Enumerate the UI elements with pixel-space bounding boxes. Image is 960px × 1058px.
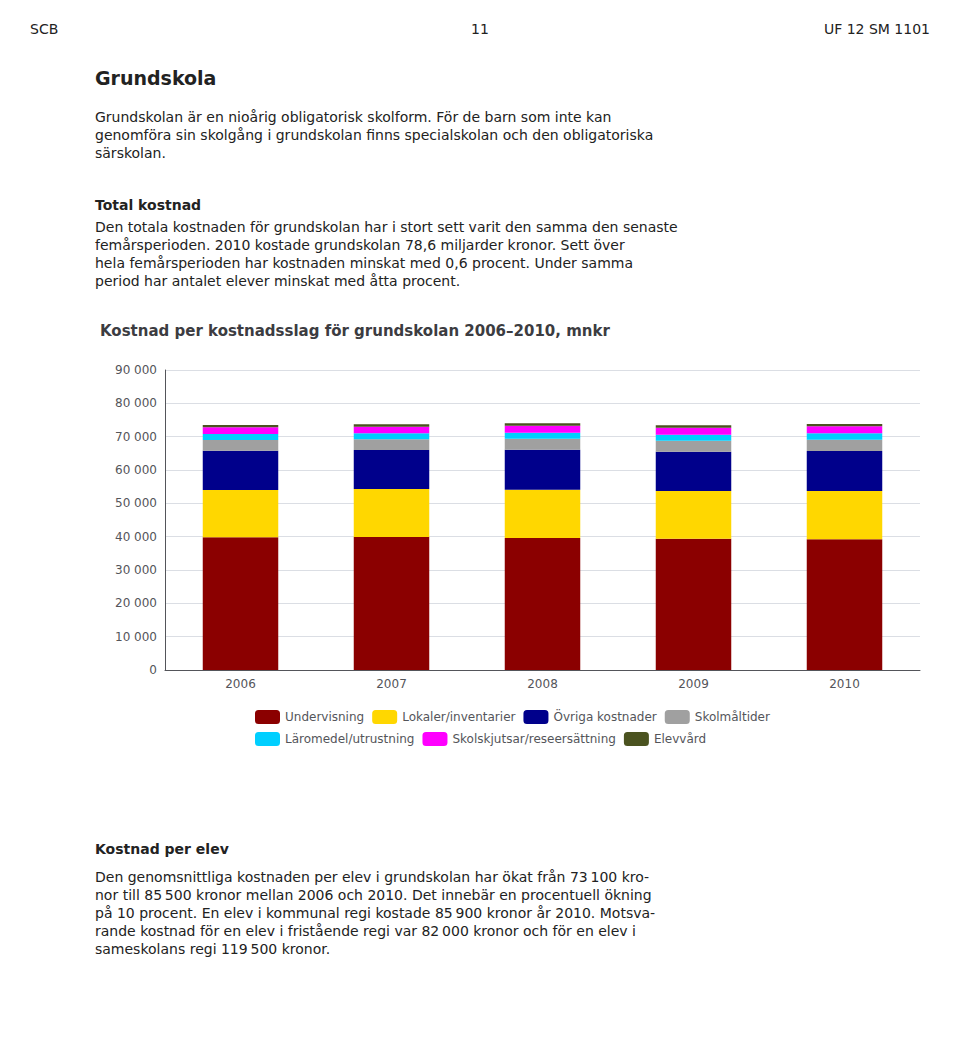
- svg-text:40 000: 40 000: [115, 530, 157, 544]
- svg-text:Läromedel/utrustning: Läromedel/utrustning: [285, 732, 414, 746]
- svg-text:11: 11: [471, 21, 489, 37]
- svg-text:period har antalet elever mins: period har antalet elever minskat med åt…: [95, 273, 460, 289]
- svg-text:Lokaler/inventarier: Lokaler/inventarier: [402, 710, 515, 724]
- svg-text:2007: 2007: [376, 677, 407, 691]
- svg-text:hela femårsperioden har kostna: hela femårsperioden har kostnaden minska…: [95, 255, 633, 271]
- svg-text:Skolskjutsar/reseersättning: Skolskjutsar/reseersättning: [452, 732, 615, 746]
- svg-text:Den totala kostnaden för grund: Den totala kostnaden för grundskolan har…: [95, 219, 678, 235]
- svg-text:Kostnad per elev: Kostnad per elev: [95, 841, 229, 857]
- svg-text:70 000: 70 000: [115, 430, 157, 444]
- svg-text:Grundskola: Grundskola: [95, 67, 216, 89]
- svg-text:50 000: 50 000: [115, 496, 157, 510]
- svg-text:2010: 2010: [829, 677, 860, 691]
- svg-text:Undervisning: Undervisning: [285, 710, 364, 724]
- svg-text:0: 0: [149, 663, 157, 677]
- svg-text:20 000: 20 000: [115, 596, 157, 610]
- svg-text:särskolan.: särskolan.: [95, 145, 166, 161]
- svg-text:2006: 2006: [225, 677, 256, 691]
- svg-text:femårsperioden. 2010 kostade g: femårsperioden. 2010 kostade grundskolan…: [95, 237, 625, 253]
- svg-text:Total kostnad: Total kostnad: [95, 197, 201, 213]
- svg-text:80 000: 80 000: [115, 396, 157, 410]
- svg-text:på 10 procent. En elev i kommu: på 10 procent. En elev i kommunal regi k…: [95, 905, 655, 921]
- svg-text:Skolmåltider: Skolmåltider: [695, 710, 770, 724]
- svg-text:Övriga kostnader: Övriga kostnader: [553, 708, 656, 724]
- svg-text:genomföra sin skolgång i grund: genomföra sin skolgång i grundskolan fin…: [95, 127, 653, 143]
- svg-text:10 000: 10 000: [115, 630, 157, 644]
- svg-text:Kostnad per kostnadsslag för g: Kostnad per kostnadsslag för grundskolan…: [100, 322, 611, 340]
- svg-text:2008: 2008: [527, 677, 558, 691]
- svg-text:nor till 85 500 kronor mellan: nor till 85 500 kronor mellan 2006 och 2…: [95, 887, 652, 903]
- svg-text:60 000: 60 000: [115, 463, 157, 477]
- svg-text:Elevvård: Elevvård: [654, 732, 706, 746]
- svg-text:rande kostnad för en elev i fr: rande kostnad för en elev i fristående r…: [95, 923, 636, 939]
- svg-text:2009: 2009: [678, 677, 709, 691]
- svg-text:Grundskolan är en nioårig obli: Grundskolan är en nioårig obligatorisk s…: [95, 109, 611, 125]
- svg-text:90 000: 90 000: [115, 363, 157, 377]
- svg-text:SCB: SCB: [30, 21, 58, 37]
- svg-text:sameskolans regi 119 500 krono: sameskolans regi 119 500 kronor.: [95, 941, 330, 957]
- svg-text:30 000: 30 000: [115, 563, 157, 577]
- svg-text:Den genomsnittliga kostnaden p: Den genomsnittliga kostnaden per elev i …: [95, 869, 649, 885]
- svg-text:UF 12 SM 1101: UF 12 SM 1101: [824, 21, 930, 37]
